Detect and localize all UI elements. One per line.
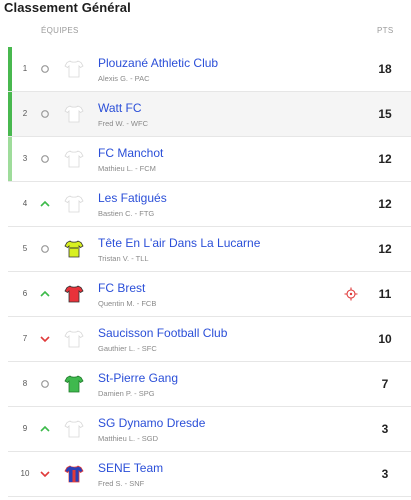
- rank-number: 2: [22, 109, 28, 118]
- points-value: 12: [378, 197, 392, 211]
- team-manager-label: Bastien C. - FTG: [98, 209, 155, 218]
- trend-neutral-icon: [39, 378, 51, 390]
- qualification-bar: [8, 227, 12, 271]
- team-manager-label: Quentin M. - FCB: [98, 299, 157, 308]
- team-name-link[interactable]: SENE Team: [98, 461, 164, 475]
- qualification-bar: [8, 452, 12, 496]
- blue-red-jersey-icon: [64, 464, 84, 484]
- rank-number: 4: [22, 199, 28, 208]
- team-name-link[interactable]: Les Fatigués: [98, 191, 167, 205]
- team-name-link[interactable]: St-Pierre Gang: [98, 371, 179, 385]
- qualification-bar: [8, 137, 12, 181]
- trend-up-icon: [39, 198, 51, 210]
- qualification-bar: [8, 47, 12, 91]
- team-name-link[interactable]: SG Dynamo Dresde: [98, 416, 206, 430]
- table-row[interactable]: 1 Plouzané Athletic Club Alexis G. - PAC 18: [8, 47, 411, 92]
- standings-table: 1 Plouzané Athletic Club Alexis G. - PAC 18…: [8, 47, 411, 497]
- qualification-bar: [8, 317, 12, 361]
- qualification-bar: [8, 272, 12, 316]
- points-value: 15: [378, 107, 392, 121]
- table-row[interactable]: 3 FC Manchot Mathieu L. - FCM 12: [8, 137, 411, 182]
- trend-down-icon: [39, 468, 51, 480]
- white-jersey-icon: [64, 419, 84, 439]
- table-row[interactable]: 5 Tête En L'air Dans La Lucarne Tristan V.…: [8, 227, 411, 272]
- trend-neutral-icon: [39, 153, 51, 165]
- rank-number: 5: [22, 244, 28, 253]
- table-row[interactable]: 10 SENE Team Fred S. - SNF 3: [8, 452, 411, 497]
- team-manager-label: Damien P. - SPG: [98, 389, 155, 398]
- points-value: 10: [378, 332, 392, 346]
- trend-neutral-icon: [39, 108, 51, 120]
- green-jersey-icon: [64, 374, 84, 394]
- qualification-bar: [8, 92, 12, 136]
- points-value: 11: [378, 287, 392, 301]
- trend-down-icon: [39, 333, 51, 345]
- team-name-link[interactable]: Tête En L'air Dans La Lucarne: [98, 236, 261, 250]
- rank-number: 10: [20, 469, 30, 478]
- red-jersey-icon: [64, 284, 84, 304]
- page-title: Classement Général: [4, 0, 131, 15]
- points-value: 3: [381, 422, 389, 436]
- rank-number: 6: [22, 289, 28, 298]
- white-jersey-icon: [64, 194, 84, 214]
- rank-number: 3: [22, 154, 28, 163]
- white-jersey-icon: [64, 149, 84, 169]
- points-value: 3: [381, 467, 389, 481]
- team-manager-label: Fred S. - SNF: [98, 479, 145, 488]
- rank-number: 7: [22, 334, 28, 343]
- table-row[interactable]: 7 Saucisson Football Club Gauthier L. - SF…: [8, 317, 411, 362]
- team-manager-label: Tristan V. - TLL: [98, 254, 149, 263]
- table-row[interactable]: 6 FC Brest Quentin M. - FCB 11: [8, 272, 411, 317]
- table-row[interactable]: 4 Les Fatigués Bastien C. - FTG 12: [8, 182, 411, 227]
- rank-number: 9: [22, 424, 28, 433]
- white-jersey-icon: [64, 104, 84, 124]
- rank-number: 1: [22, 64, 28, 73]
- team-name-link[interactable]: Watt FC: [98, 101, 142, 115]
- team-manager-label: Fred W. - WFC: [98, 119, 148, 128]
- points-value: 7: [381, 377, 389, 391]
- table-row[interactable]: 8 St-Pierre Gang Damien P. - SPG 7: [8, 362, 411, 407]
- team-manager-label: Gauthier L. - SFC: [98, 344, 157, 353]
- qualification-bar: [8, 362, 12, 406]
- table-row[interactable]: 9 SG Dynamo Dresde Matthieu L. - SGD 3: [8, 407, 411, 452]
- target-icon: [344, 287, 358, 301]
- white-jersey-icon: [64, 59, 84, 79]
- team-name-link[interactable]: Saucisson Football Club: [98, 326, 228, 340]
- points-value: 12: [378, 242, 392, 256]
- table-row[interactable]: 2 Watt FC Fred W. - WFC 15: [8, 92, 411, 137]
- points-value: 12: [378, 152, 392, 166]
- trend-up-icon: [39, 288, 51, 300]
- team-manager-label: Mathieu L. - FCM: [98, 164, 156, 173]
- trend-up-icon: [39, 423, 51, 435]
- trend-neutral-icon: [39, 63, 51, 75]
- team-name-link[interactable]: Plouzané Athletic Club: [98, 56, 219, 70]
- trend-neutral-icon: [39, 243, 51, 255]
- rank-number: 8: [22, 379, 28, 388]
- team-name-link[interactable]: FC Brest: [98, 281, 146, 295]
- table-header: ÉQUIPES PTS: [0, 26, 411, 40]
- points-value: 18: [378, 62, 392, 76]
- qualification-bar: [8, 182, 12, 226]
- team-manager-label: Alexis G. - PAC: [98, 74, 150, 83]
- points-column-header: PTS: [377, 26, 394, 35]
- team-manager-label: Matthieu L. - SGD: [98, 434, 159, 443]
- white-jersey-icon: [64, 329, 84, 349]
- qualification-bar: [8, 407, 12, 451]
- yellow-jersey-icon: [64, 239, 84, 259]
- teams-column-header: ÉQUIPES: [41, 26, 79, 35]
- team-name-link[interactable]: FC Manchot: [98, 146, 164, 160]
